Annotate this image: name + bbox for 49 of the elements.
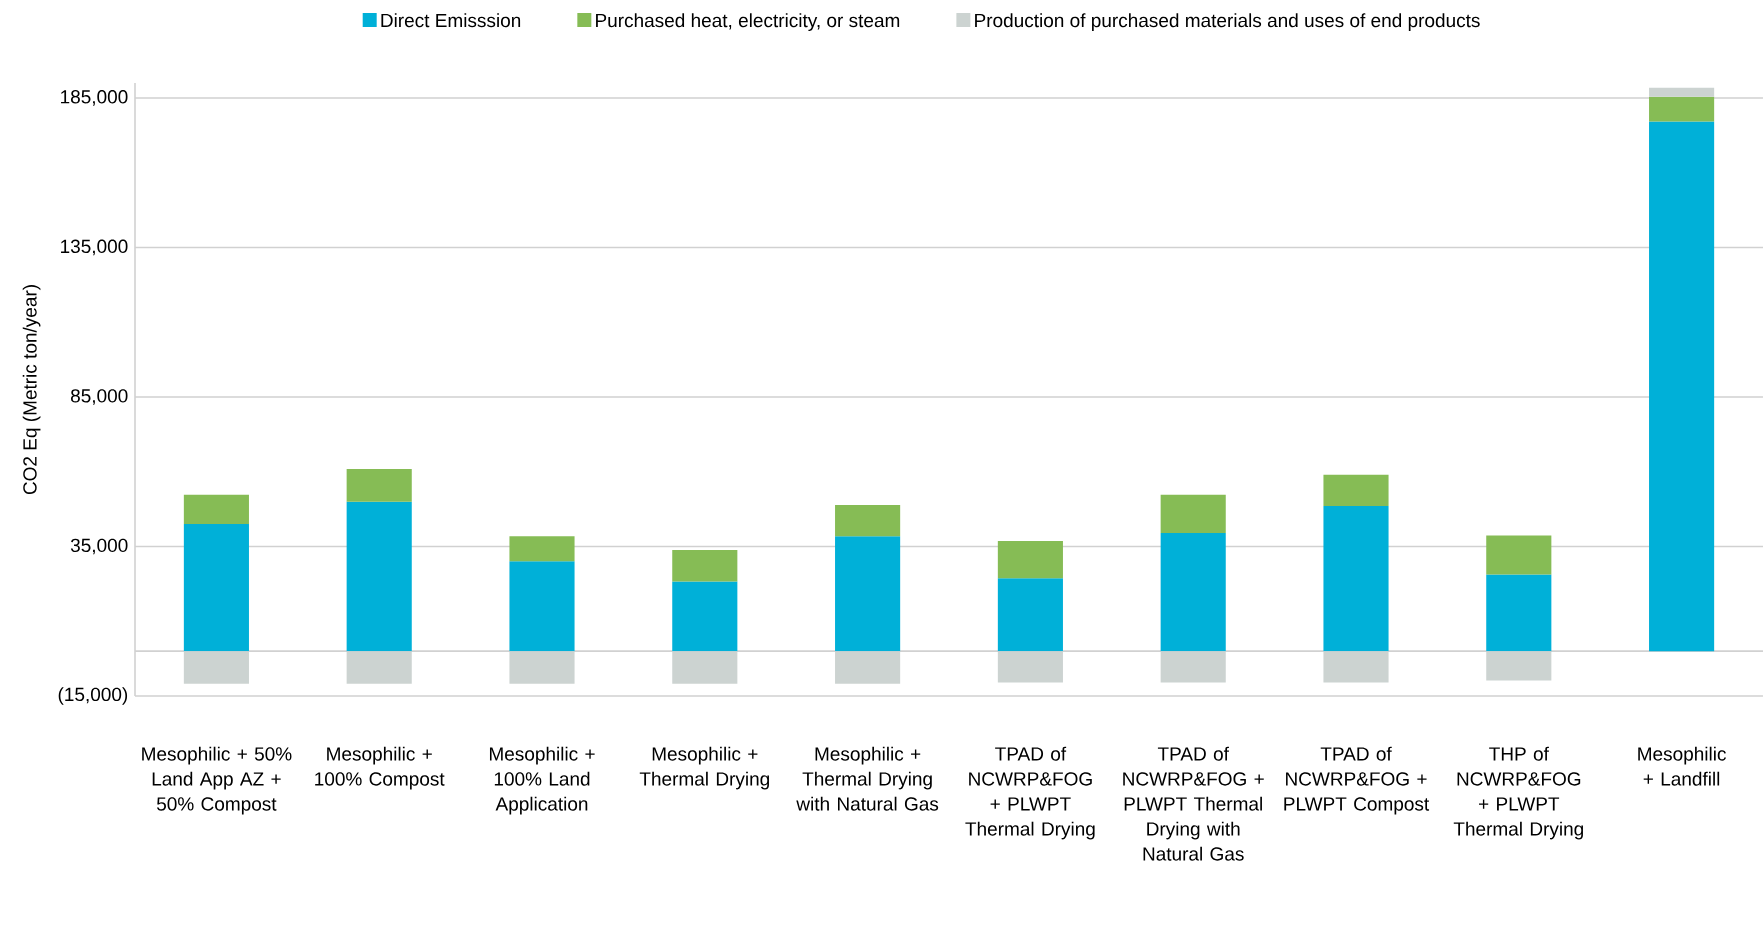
- bar: [835, 536, 901, 652]
- x-tick-label: Mesophilic + Landfill: [1638, 746, 1726, 786]
- bar: [1486, 651, 1552, 681]
- bar: [1323, 506, 1389, 652]
- bar: [997, 651, 1063, 683]
- bar: [346, 469, 412, 502]
- x-tick-label: Mesophilic + Thermal Drying with Natural Gas: [796, 746, 939, 811]
- x-tick-label: TPAD of NCWRP&FOG + PLWPT Compost: [1284, 746, 1430, 815]
- bar: [672, 550, 738, 582]
- legend-label: Purchased heat, electricity, or steam: [596, 13, 900, 31]
- bar: [1323, 651, 1389, 683]
- bar: [1160, 651, 1226, 683]
- bar: [1486, 574, 1552, 652]
- y-tick-label: 135,000: [61, 239, 128, 256]
- y-tick-label: 35,000: [70, 538, 128, 555]
- bar: [997, 578, 1063, 652]
- bar: [672, 581, 738, 652]
- x-tick-label: TPAD of NCWRP&FOG + PLWPT Thermal Drying: [965, 746, 1095, 840]
- x-tick-label: THP of NCWRP&FOG + PLWPT Thermal Drying: [1453, 746, 1584, 840]
- bar: [1160, 533, 1226, 652]
- x-tick-label: Mesophilic + 100% Compost: [315, 746, 445, 790]
- bar: [1323, 474, 1389, 507]
- y-tick-label: 85,000: [70, 389, 128, 405]
- y-tick-label: 185,000: [61, 90, 128, 106]
- y-axis-title: CO2 Eq (Metric ton/year): [22, 285, 41, 495]
- bar: [835, 651, 901, 684]
- y-tick-label: (15,000): [58, 687, 128, 705]
- bar: [509, 536, 575, 562]
- x-tick-label: Mesophilic + Thermal Drying: [639, 746, 770, 790]
- bar: [346, 651, 412, 684]
- bar: [1160, 494, 1226, 534]
- bar: [509, 561, 575, 652]
- bar: [997, 541, 1063, 579]
- bar: [1649, 121, 1715, 652]
- x-tick-label: Mesophilic + 50% Land App AZ + 50% Compost: [142, 746, 292, 815]
- bar: [183, 651, 249, 684]
- bar: [672, 651, 738, 684]
- bar: [1486, 535, 1552, 575]
- bar: [346, 501, 412, 652]
- legend-label: Production of purchased materials and uses of end products: [975, 13, 1480, 31]
- legend-label: Direct Emisssion: [381, 13, 521, 28]
- x-tick-label: Mesophilic + 100% Land Application: [489, 746, 595, 815]
- bar: [183, 494, 249, 525]
- bar: [183, 524, 249, 652]
- x-tick-label: TPAD of NCWRP&FOG + PLWPT Thermal Drying with Natural Gas: [1123, 746, 1264, 861]
- bar: [1649, 96, 1715, 122]
- bar: [1649, 87, 1715, 97]
- bar: [509, 651, 575, 684]
- bar: [835, 504, 901, 537]
